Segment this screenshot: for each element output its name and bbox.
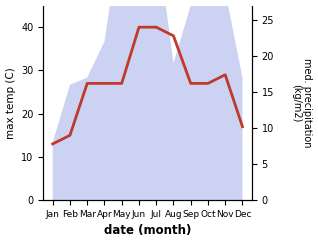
Y-axis label: med. precipitation
(kg/m2): med. precipitation (kg/m2) <box>291 58 313 148</box>
X-axis label: date (month): date (month) <box>104 225 191 237</box>
Y-axis label: max temp (C): max temp (C) <box>5 67 16 139</box>
